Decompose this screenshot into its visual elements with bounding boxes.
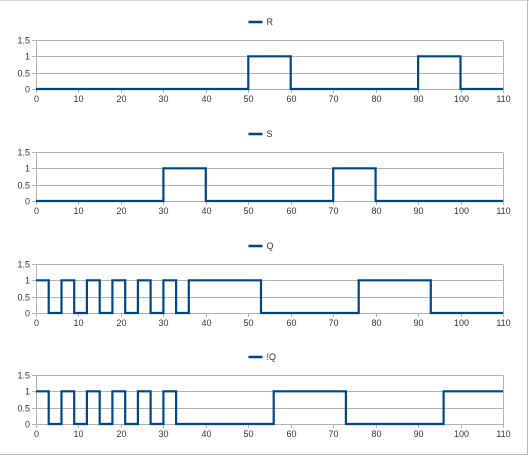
x-tick-label: 20 [116, 318, 126, 328]
x-tick-label: 0 [34, 94, 39, 104]
y-tick-label: 1 [25, 164, 30, 174]
x-tick-label: 80 [371, 429, 381, 439]
x-tick-label: 100 [454, 94, 469, 104]
x-tick-label: 30 [158, 206, 168, 216]
x-tick-label: 80 [371, 318, 381, 328]
legend-label: !Q [267, 352, 277, 362]
x-tick-label: 90 [413, 94, 423, 104]
x-tick-label: 20 [116, 429, 126, 439]
x-tick-label: 70 [328, 94, 338, 104]
y-tick-label: 0.5 [17, 69, 30, 79]
x-tick-label: 10 [73, 318, 83, 328]
x-tick-label: 70 [328, 429, 338, 439]
x-tick-label: 50 [243, 206, 253, 216]
x-tick-label: 110 [496, 429, 510, 439]
y-tick-label: 0 [25, 197, 30, 207]
x-tick-label: 40 [201, 206, 211, 216]
x-tick-label: 100 [454, 429, 469, 439]
x-tick-label: 100 [454, 206, 469, 216]
x-tick-label: 30 [158, 318, 168, 328]
x-tick-label: 90 [413, 206, 423, 216]
y-tick-label: 1 [25, 52, 30, 62]
x-tick-label: 70 [328, 206, 338, 216]
x-tick-label: 110 [496, 206, 510, 216]
y-tick-label: 1.5 [17, 260, 30, 270]
x-tick-label: 60 [286, 94, 296, 104]
top-border [0, 0, 529, 1]
x-tick-label: 50 [243, 318, 253, 328]
x-tick-label: 50 [243, 94, 253, 104]
series-line-1 [36, 167, 503, 203]
x-tick-label: 60 [286, 318, 296, 328]
x-tick-label: 10 [73, 429, 83, 439]
x-tick-label: 0 [34, 429, 39, 439]
x-tick-label: 30 [158, 94, 168, 104]
x-tick-label: 20 [116, 94, 126, 104]
y-tick-label: 0.5 [17, 404, 30, 414]
x-tick-label: 0 [34, 318, 39, 328]
x-tick-label: 60 [286, 429, 296, 439]
y-tick-label: 0 [25, 309, 30, 319]
x-tick-label: 10 [73, 94, 83, 104]
y-tick-label: 1 [25, 387, 30, 397]
x-tick-label: 70 [328, 318, 338, 328]
y-tick-label: 0.5 [17, 181, 30, 191]
x-tick-label: 40 [201, 429, 211, 439]
y-tick-label: 0.5 [17, 293, 30, 303]
x-tick-label: 80 [371, 94, 381, 104]
x-tick-label: 40 [201, 94, 211, 104]
chart-panel-3: 0 0.5 1 1.5 0 10 20 30 40 50 60 70 80 90 100 110 Q [17, 241, 510, 328]
x-tick-label: 100 [454, 318, 469, 328]
x-tick-label: 10 [73, 206, 83, 216]
x-tick-label: 110 [496, 318, 510, 328]
y-tick-label: 1 [25, 276, 30, 286]
x-tick-label: 80 [371, 206, 381, 216]
x-tick-label: 40 [201, 318, 211, 328]
x-tick-label: 110 [496, 94, 510, 104]
y-tick-label: 1.5 [17, 36, 30, 46]
x-tick-label: 50 [243, 429, 253, 439]
y-tick-label: 0 [25, 85, 30, 95]
x-tick-label: 30 [158, 429, 168, 439]
chart-panel-4: 0 0.5 1 1.5 0 10 20 30 40 50 60 70 80 90 100 110 !Q [17, 352, 510, 439]
x-tick-label: 20 [116, 206, 126, 216]
x-tick-label: 90 [413, 429, 423, 439]
y-tick-label: 1.5 [17, 148, 30, 158]
x-tick-label: 0 [34, 206, 39, 216]
y-tick-label: 1.5 [17, 371, 30, 381]
series-line-1 [36, 390, 503, 426]
y-tick-label: 0 [25, 420, 30, 430]
chart-panel-1: 0 0.5 1 1.5 0 10 20 30 40 50 60 70 80 90 100 110 R [17, 17, 510, 104]
x-tick-label: 60 [286, 206, 296, 216]
legend-label: R [267, 17, 274, 27]
legend-label: Q [267, 241, 274, 251]
x-tick-label: 90 [413, 318, 423, 328]
series-line-1 [36, 279, 503, 315]
series-line-1 [36, 55, 503, 91]
chart-panel-2: 0 0.5 1 1.5 0 10 20 30 40 50 60 70 80 90 100 110 S [17, 129, 510, 216]
legend-label: S [267, 129, 273, 139]
